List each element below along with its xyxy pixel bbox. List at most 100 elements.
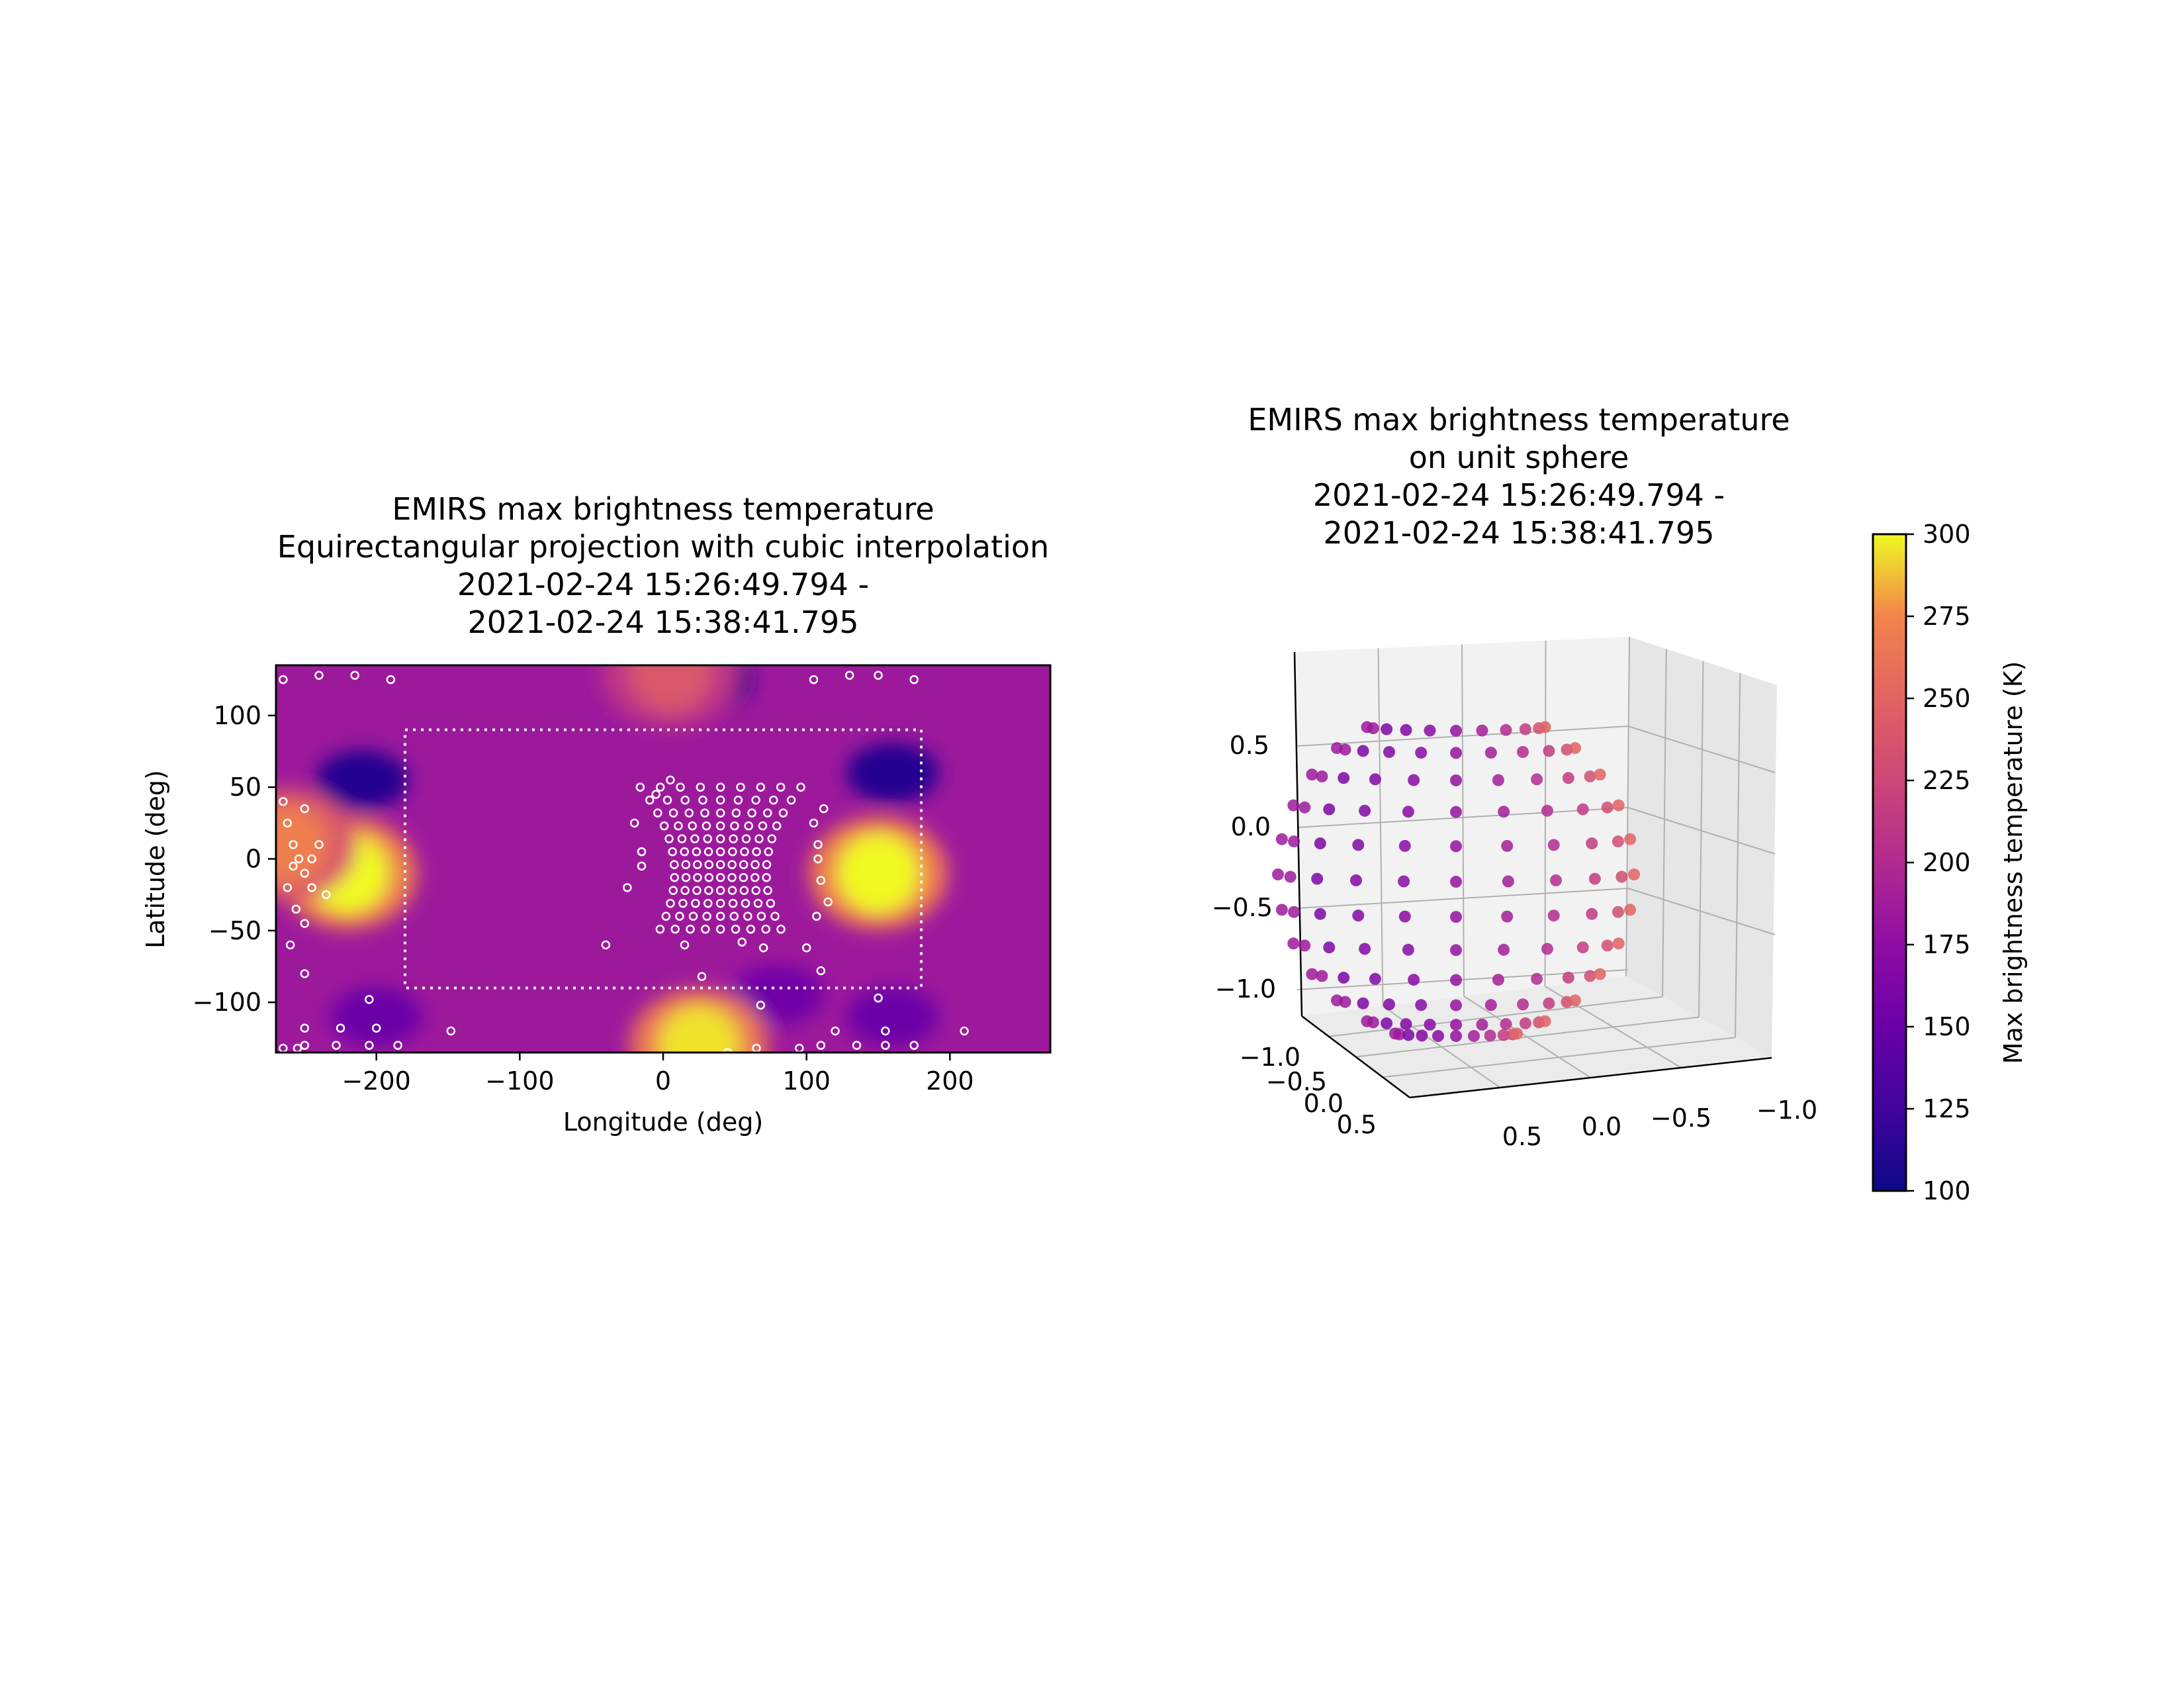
sample-point bbox=[675, 912, 684, 921]
sample-point bbox=[279, 797, 288, 806]
sample-point bbox=[688, 821, 697, 831]
sample-point bbox=[635, 782, 645, 792]
sample-point bbox=[751, 886, 760, 895]
sample-point bbox=[668, 808, 678, 818]
sample-point bbox=[704, 860, 713, 869]
sample-point bbox=[336, 1023, 345, 1033]
sample-point bbox=[637, 847, 647, 857]
sample-point bbox=[909, 1041, 919, 1050]
sphere-point bbox=[1497, 1029, 1510, 1041]
sample-point bbox=[813, 854, 823, 864]
map-xtick-label: 100 bbox=[782, 1066, 831, 1096]
sphere-point bbox=[1624, 904, 1637, 916]
sphere-point bbox=[1400, 724, 1412, 736]
sample-point bbox=[307, 854, 316, 864]
colorbar-tick-label: 175 bbox=[1923, 930, 1971, 959]
sphere-point bbox=[1624, 833, 1637, 845]
sphere-point bbox=[1359, 804, 1371, 817]
sphere-point bbox=[1287, 799, 1300, 812]
sphere-point bbox=[1450, 724, 1462, 737]
sample-point bbox=[702, 821, 711, 831]
sample-point bbox=[770, 912, 780, 921]
sample-point bbox=[674, 821, 683, 831]
ticks-3d: 0.50.0−0.5−1.0−1.0−0.50.00.5 0.5 0.0 −0.5 −1… bbox=[1212, 731, 1817, 1151]
sphere-point bbox=[1367, 722, 1379, 735]
sample-point bbox=[680, 847, 689, 857]
colorbar-tick-label: 275 bbox=[1923, 602, 1971, 631]
sample-point bbox=[704, 872, 714, 882]
z-tick-label: −1.0 bbox=[1215, 974, 1276, 1004]
sample-point bbox=[279, 675, 288, 684]
sample-point bbox=[393, 1041, 402, 1050]
cold-spot-5 bbox=[731, 965, 825, 1025]
sample-point bbox=[731, 808, 741, 818]
sample-point bbox=[692, 860, 702, 869]
sample-point bbox=[300, 969, 310, 978]
sphere-point bbox=[1584, 970, 1596, 982]
map-ytick-label: 100 bbox=[213, 701, 261, 730]
sample-point bbox=[698, 795, 707, 805]
sample-point bbox=[666, 898, 675, 908]
colorbar-tick-label: 225 bbox=[1923, 766, 1971, 795]
sphere-point bbox=[1612, 906, 1624, 918]
sample-point bbox=[655, 924, 665, 934]
sample-point bbox=[289, 861, 298, 871]
sphere-point bbox=[1562, 971, 1574, 984]
sample-point bbox=[692, 886, 702, 895]
sample-point bbox=[715, 808, 725, 818]
sample-point bbox=[700, 808, 709, 818]
sphere-point bbox=[1601, 801, 1614, 814]
sphere-point bbox=[1408, 974, 1420, 986]
sample-point bbox=[291, 904, 301, 914]
sphere-point bbox=[1539, 1015, 1551, 1027]
sphere-point bbox=[1350, 874, 1362, 886]
sample-point bbox=[680, 795, 690, 805]
sphere-point bbox=[1450, 1019, 1462, 1031]
sample-point bbox=[661, 912, 671, 921]
sample-point bbox=[741, 898, 751, 908]
sphere-point bbox=[1484, 747, 1497, 759]
sphere-point bbox=[1314, 837, 1326, 850]
sample-point bbox=[715, 847, 725, 857]
sphere-point bbox=[1398, 875, 1410, 888]
map-xtick-label: −200 bbox=[341, 1066, 410, 1096]
sample-point bbox=[761, 924, 770, 934]
sample-point bbox=[816, 876, 826, 885]
map-ytick-label: 50 bbox=[230, 773, 261, 802]
sample-point bbox=[729, 834, 738, 843]
sample-point bbox=[692, 847, 702, 857]
sample-point bbox=[314, 671, 324, 680]
sphere-point bbox=[1402, 943, 1414, 956]
sample-point bbox=[739, 886, 749, 895]
cold-spot-3 bbox=[330, 986, 423, 1047]
colorbar-gradient bbox=[1872, 533, 1907, 1192]
sphere-point bbox=[1415, 999, 1428, 1011]
sphere-point bbox=[1502, 875, 1514, 888]
sample-point bbox=[823, 897, 833, 907]
sample-point bbox=[772, 821, 782, 831]
map-xtick-label: −100 bbox=[485, 1066, 554, 1096]
sample-point bbox=[691, 898, 700, 908]
y-tick-label: −0.5 bbox=[1651, 1103, 1711, 1133]
sample-point bbox=[300, 868, 310, 878]
sample-point bbox=[831, 1026, 840, 1036]
sample-point bbox=[703, 834, 713, 843]
sphere-point bbox=[1298, 801, 1311, 814]
z-tick-label: 0.0 bbox=[1231, 812, 1271, 841]
heatmap-area bbox=[276, 665, 1050, 1053]
sample-point bbox=[715, 821, 725, 831]
sphere-point bbox=[1612, 835, 1624, 848]
sphere-point bbox=[1316, 970, 1328, 982]
sample-point bbox=[874, 671, 883, 680]
sample-point bbox=[653, 808, 662, 818]
sphere-point bbox=[1517, 998, 1529, 1011]
sphere-point bbox=[1450, 999, 1462, 1011]
sphere-point bbox=[1543, 997, 1555, 1009]
colorbar-label: Max brightness temperature (K) bbox=[1999, 661, 2028, 1064]
sphere-point bbox=[1539, 721, 1551, 733]
sphere-point bbox=[1498, 943, 1510, 956]
sphere-point bbox=[1500, 1018, 1512, 1031]
sample-point bbox=[322, 890, 331, 900]
sphere-point bbox=[1306, 769, 1318, 781]
sphere-point bbox=[1450, 1030, 1462, 1043]
